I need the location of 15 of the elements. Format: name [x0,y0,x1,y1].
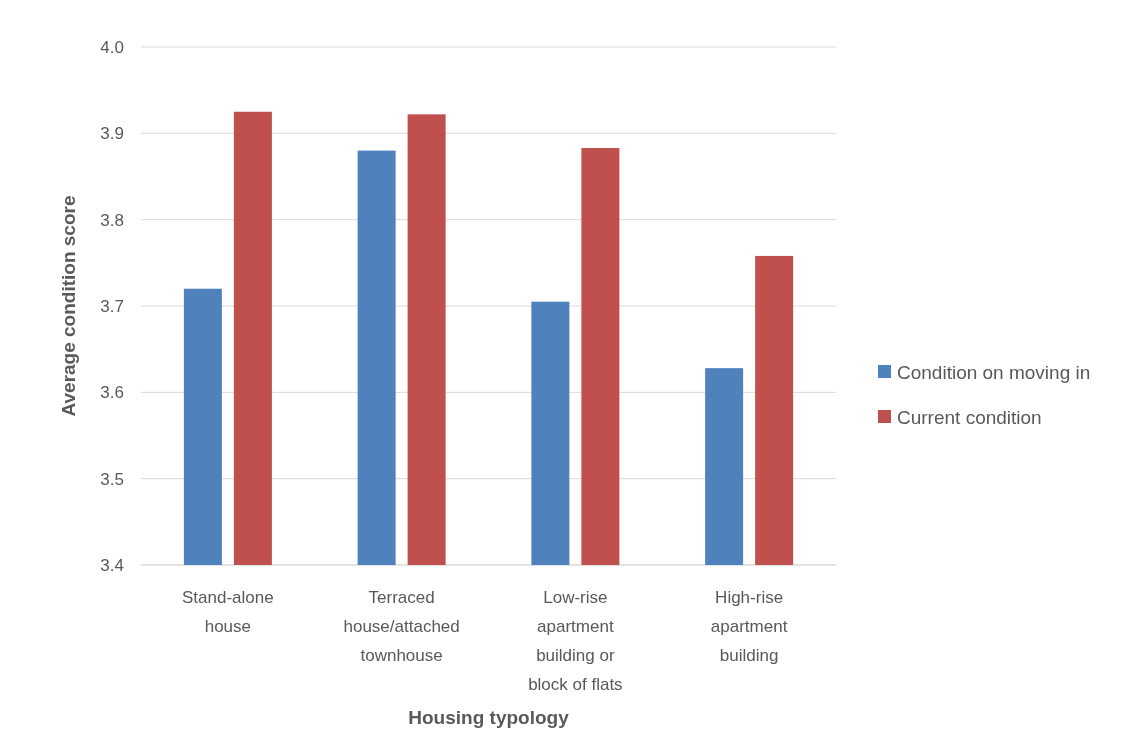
y-tick-label: 4.0 [100,37,124,57]
y-tick-label: 3.5 [100,469,124,489]
y-tick-label: 3.9 [100,124,124,144]
y-tick-label: 3.6 [100,383,124,403]
x-axis-title: Housing typology [408,707,570,728]
y-tick-label: 3.8 [100,210,124,230]
legend-label: Current condition [897,406,1042,428]
x-tick-label: Stand-alone house [182,588,274,636]
y-tick-label: 3.7 [100,296,124,316]
y-tick-label: 3.4 [100,555,124,575]
x-tick-label: Low-rise apartment building or block of flats [528,588,623,694]
y-axis-title: Average condition score [58,195,79,417]
x-tick-label: Terraced house/attached townhouse [343,588,460,665]
legend-label: Condition on moving in [897,361,1091,383]
x-tick-label: High-rise apartment building [710,588,788,665]
